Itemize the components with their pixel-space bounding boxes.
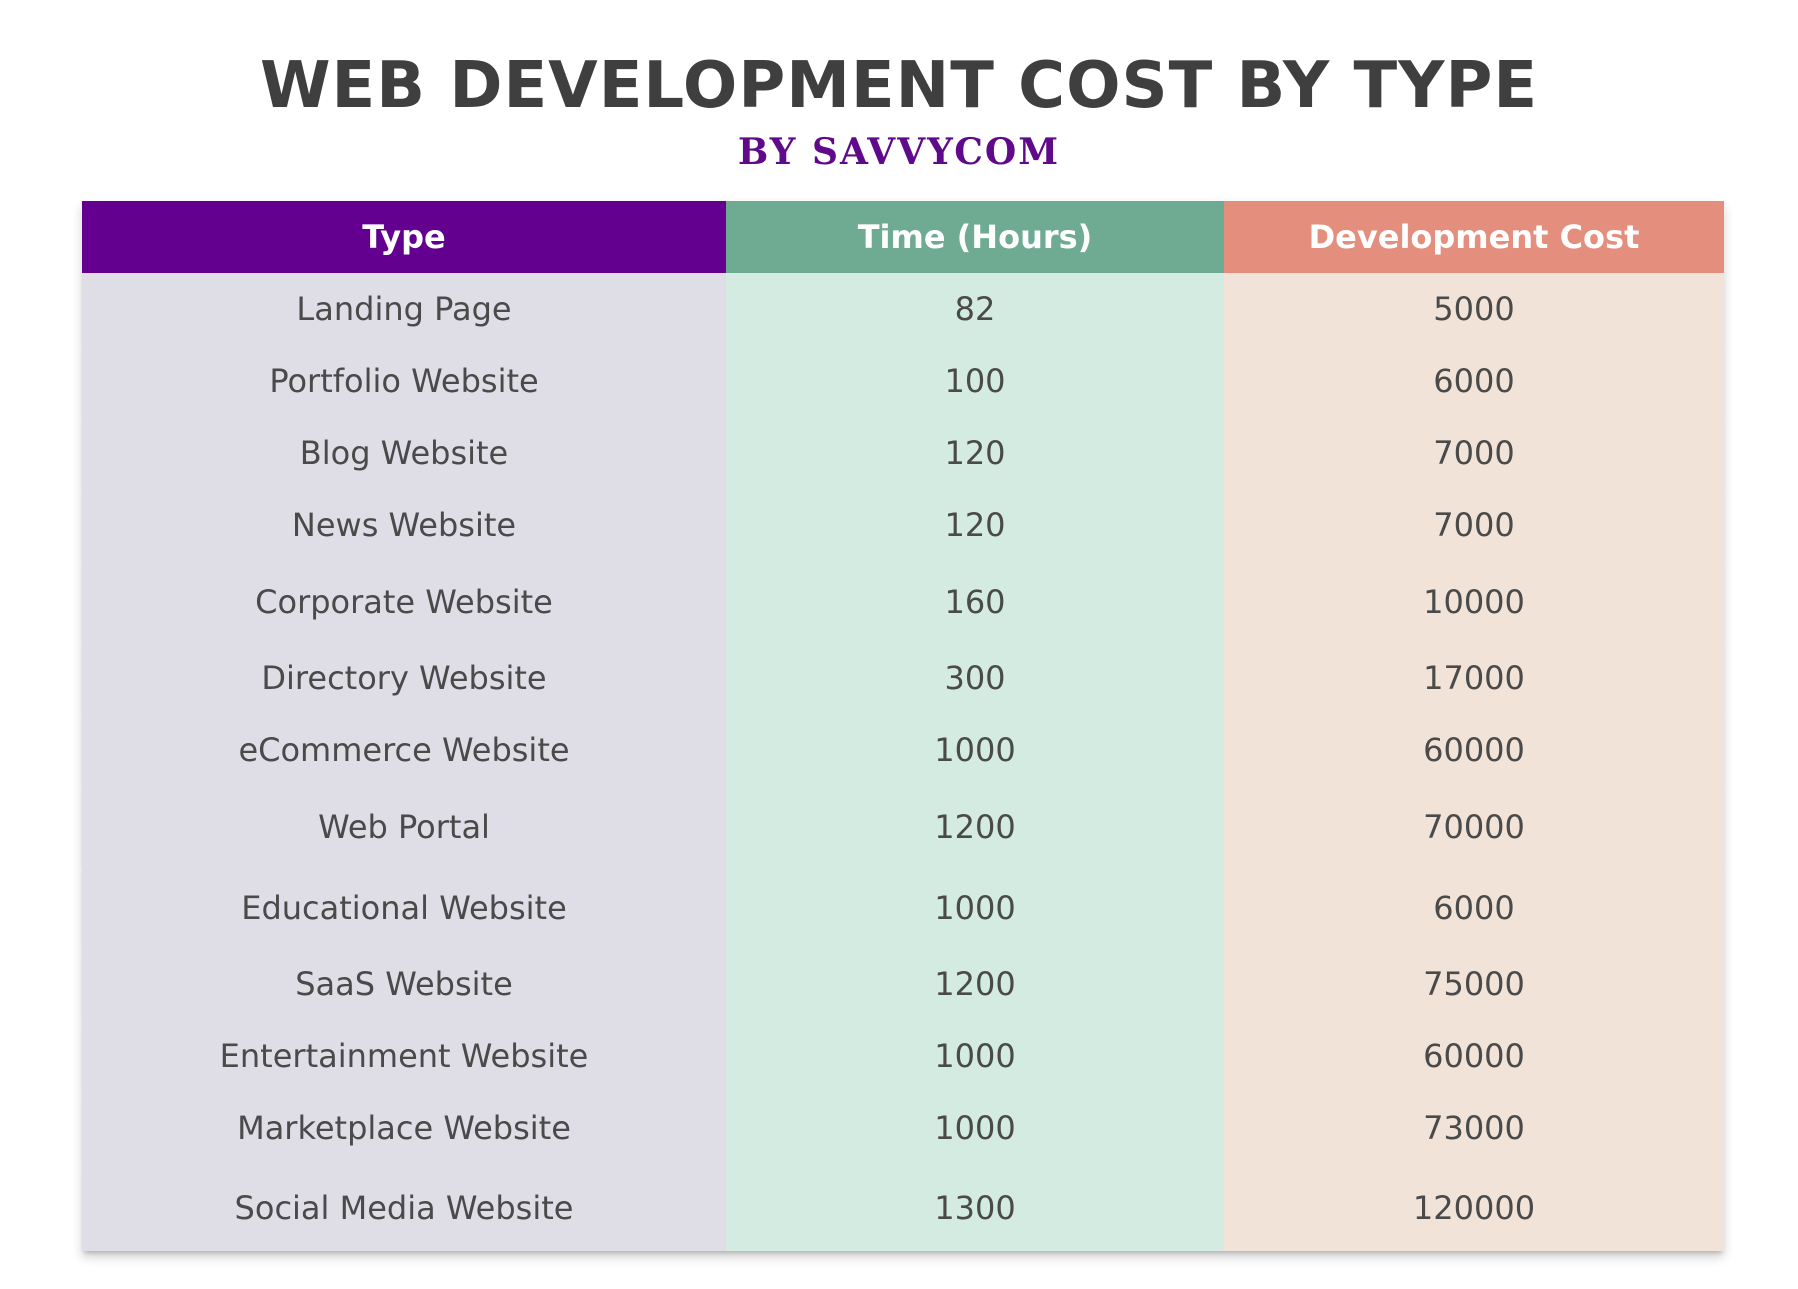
cell-cost: 60000 bbox=[1224, 714, 1724, 786]
cell-cost: 5000 bbox=[1224, 273, 1724, 345]
cell-type: Landing Page bbox=[82, 273, 726, 345]
cell-cost: 7000 bbox=[1224, 489, 1724, 561]
cell-cost: 120000 bbox=[1224, 1164, 1724, 1251]
table-row: Directory Website 300 17000 bbox=[82, 642, 1724, 714]
cell-time: 1000 bbox=[726, 1020, 1224, 1092]
cost-table: Type Time (Hours) Development Cost Landi… bbox=[82, 201, 1724, 1251]
cell-cost: 70000 bbox=[1224, 786, 1724, 867]
cell-type: Marketplace Website bbox=[82, 1092, 726, 1164]
column-header-type: Type bbox=[82, 201, 726, 273]
cell-cost: 6000 bbox=[1224, 867, 1724, 948]
cell-type: Entertainment Website bbox=[82, 1020, 726, 1092]
cell-type: Directory Website bbox=[82, 642, 726, 714]
cell-type: Educational Website bbox=[82, 867, 726, 948]
table-row: eCommerce Website 1000 60000 bbox=[82, 714, 1724, 786]
table-row: Educational Website 1000 6000 bbox=[82, 867, 1724, 948]
cell-cost: 7000 bbox=[1224, 417, 1724, 489]
cell-cost: 17000 bbox=[1224, 642, 1724, 714]
cell-type: eCommerce Website bbox=[82, 714, 726, 786]
cell-type: Web Portal bbox=[82, 786, 726, 867]
cell-time: 1300 bbox=[726, 1164, 1224, 1251]
cell-time: 120 bbox=[726, 489, 1224, 561]
column-header-time: Time (Hours) bbox=[726, 201, 1224, 273]
table-body: Landing Page 82 5000 Portfolio Website 100 60… bbox=[82, 273, 1724, 1251]
cell-cost: 75000 bbox=[1224, 948, 1724, 1020]
cell-time: 1200 bbox=[726, 786, 1224, 867]
cell-type: Blog Website bbox=[82, 417, 726, 489]
cell-type: SaaS Website bbox=[82, 948, 726, 1020]
page-title: WEB DEVELOPMENT COST BY TYPE bbox=[259, 49, 1539, 123]
cell-time: 160 bbox=[726, 561, 1224, 642]
cell-type: Corporate Website bbox=[82, 561, 726, 642]
table-row: Corporate Website 160 10000 bbox=[82, 561, 1724, 642]
cell-time: 1000 bbox=[726, 1092, 1224, 1164]
cell-cost: 60000 bbox=[1224, 1020, 1724, 1092]
table-row: Social Media Website 1300 120000 bbox=[82, 1164, 1724, 1251]
cell-time: 1000 bbox=[726, 714, 1224, 786]
cell-cost: 6000 bbox=[1224, 345, 1724, 417]
cell-time: 82 bbox=[726, 273, 1224, 345]
cell-time: 120 bbox=[726, 417, 1224, 489]
cell-type: Portfolio Website bbox=[82, 345, 726, 417]
table-row: Blog Website 120 7000 bbox=[82, 417, 1724, 489]
cell-cost: 73000 bbox=[1224, 1092, 1724, 1164]
table-row: Landing Page 82 5000 bbox=[82, 273, 1724, 345]
cell-type: Social Media Website bbox=[82, 1164, 726, 1251]
table-row: SaaS Website 1200 75000 bbox=[82, 948, 1724, 1020]
table-header-row: Type Time (Hours) Development Cost bbox=[82, 201, 1724, 273]
cell-cost: 10000 bbox=[1224, 561, 1724, 642]
table-row: Entertainment Website 1000 60000 bbox=[82, 1020, 1724, 1092]
cell-type: News Website bbox=[82, 489, 726, 561]
cell-time: 1200 bbox=[726, 948, 1224, 1020]
cell-time: 300 bbox=[726, 642, 1224, 714]
table-row: Marketplace Website 1000 73000 bbox=[82, 1092, 1724, 1164]
cell-time: 100 bbox=[726, 345, 1224, 417]
table-row: Portfolio Website 100 6000 bbox=[82, 345, 1724, 417]
column-header-cost: Development Cost bbox=[1224, 201, 1724, 273]
table-row: News Website 120 7000 bbox=[82, 489, 1724, 561]
cell-time: 1000 bbox=[726, 867, 1224, 948]
page-subtitle: BY SAVVYCOM bbox=[737, 131, 1061, 173]
table-row: Web Portal 1200 70000 bbox=[82, 786, 1724, 867]
